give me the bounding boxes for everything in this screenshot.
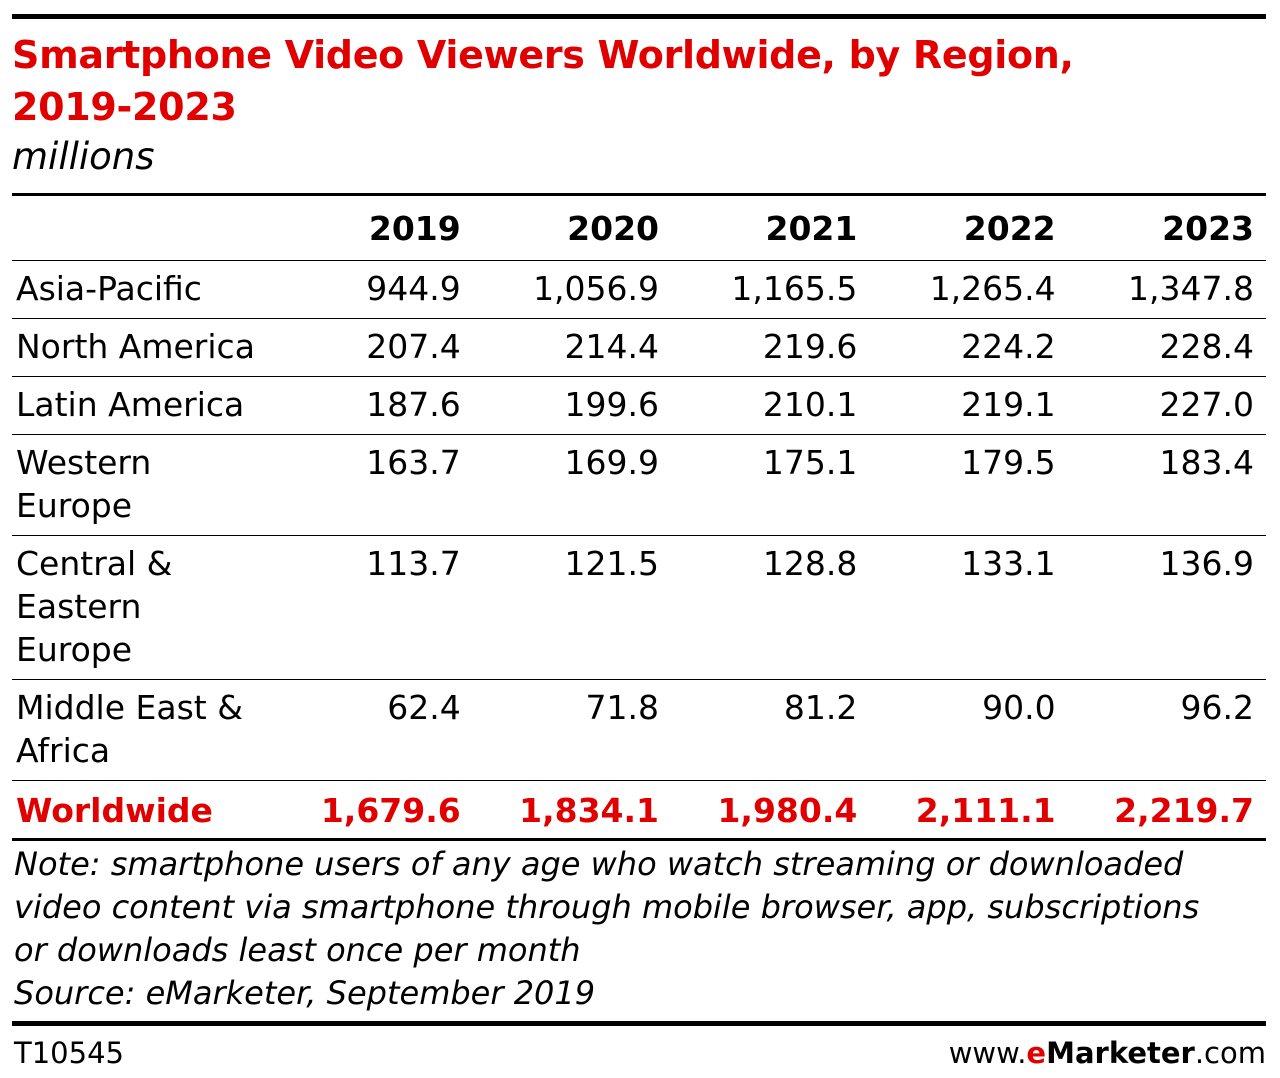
cell-value: 62.4 <box>274 679 473 781</box>
cell-value: 227.0 <box>1067 376 1266 435</box>
cell-value: 1,056.9 <box>472 260 672 319</box>
cell-value: 71.8 <box>472 679 672 781</box>
cell-value: 210.1 <box>671 376 870 435</box>
row-label-line: Middle East & <box>16 688 243 727</box>
brand-e: e <box>1026 1036 1047 1070</box>
row-label: Middle East & Africa <box>12 679 275 781</box>
row-label-line: Europe <box>16 486 133 525</box>
chart-frame: Smartphone Video Viewers Worldwide, by R… <box>12 14 1266 1078</box>
cell-value: 1,265.4 <box>869 260 1068 319</box>
total-row: Worldwide 1,679.6 1,834.1 1,980.4 2,111.1 2,2… <box>12 781 1266 839</box>
note-line: Note: smartphone users of any age who wa… <box>14 845 1184 883</box>
note-rule <box>12 838 1266 841</box>
table-row: Middle East & Africa 62.4 71.8 81.2 90.0 96.2 <box>12 679 1266 781</box>
row-label: Western Europe <box>12 434 275 536</box>
cell-value: 133.1 <box>869 535 1068 680</box>
cell-value: 175.1 <box>671 434 870 536</box>
total-value: 1,679.6 <box>320 791 461 830</box>
cell-value: 90.0 <box>869 679 1068 781</box>
row-label: Asia-Pacific <box>12 260 275 319</box>
table-body: 2019 2020 2021 2022 2023 Asia-Pacific 944.9 1,0… <box>12 196 1266 838</box>
brand-name: Marketer <box>1046 1036 1195 1070</box>
row-label: North America <box>12 318 275 377</box>
column-header-2019: 2019 <box>368 208 461 248</box>
row-label-line: Central & <box>16 544 173 583</box>
column-header-2023: 2023 <box>1162 208 1254 248</box>
chart-id: T10545 <box>14 1036 124 1070</box>
column-header-2020: 2020 <box>567 208 660 248</box>
note-line: or downloads least once per month <box>14 931 581 969</box>
total-value: 2,219.7 <box>1114 791 1254 830</box>
cell-value: 228.4 <box>1067 318 1266 377</box>
row-label-line: Western <box>16 443 152 482</box>
header-row: 2019 2020 2021 2022 2023 <box>12 196 1266 261</box>
chart-title: Smartphone Video Viewers Worldwide, by R… <box>12 29 1266 133</box>
title-line-1: Smartphone Video Viewers Worldwide, by R… <box>12 33 1074 77</box>
cell-value: 219.1 <box>869 376 1068 435</box>
cell-value: 199.6 <box>472 376 672 435</box>
table-row: North America 207.4 214.4 219.6 224.2 228.4 <box>12 318 1266 377</box>
cell-value: 81.2 <box>671 679 870 781</box>
bottom-rule <box>12 1021 1266 1026</box>
data-table: 2019 2020 2021 2022 2023 Asia-Pacific 944.9 1,0… <box>12 196 1266 838</box>
cell-value: 214.4 <box>472 318 672 377</box>
header-corner <box>12 196 274 261</box>
cell-value: 207.4 <box>274 318 473 377</box>
total-label: Worldwide <box>16 791 213 830</box>
cell-value: 163.7 <box>274 434 473 536</box>
cell-value: 128.8 <box>671 535 870 680</box>
brand-suffix: .com <box>1194 1036 1266 1070</box>
source-line: Source: eMarketer, September 2019 <box>14 974 596 1012</box>
row-label: Central & Eastern Europe <box>12 535 275 680</box>
header-rule <box>12 193 1266 196</box>
table-row: Central & Eastern Europe 113.7 121.5 128.8 13… <box>12 535 1266 680</box>
cell-value: 121.5 <box>472 535 672 680</box>
cell-value: 113.7 <box>274 535 473 680</box>
column-header-2022: 2022 <box>963 208 1056 248</box>
row-label-line: North America <box>16 327 255 366</box>
note-lines: Note: smartphone users of any age who wa… <box>14 843 1266 972</box>
row-label-line: Eastern Europe <box>16 587 142 669</box>
note-block: Note: smartphone users of any age who wa… <box>12 841 1266 1021</box>
brand-logo[interactable]: www.eMarketer.com <box>949 1036 1266 1070</box>
title-line-2: 2019-2023 <box>12 85 237 129</box>
cell-value: 1,165.5 <box>671 260 870 319</box>
cell-value: 183.4 <box>1067 434 1266 536</box>
total-value: 2,111.1 <box>915 791 1056 830</box>
cell-value: 224.2 <box>869 318 1068 377</box>
total-value: 1,834.1 <box>519 791 660 830</box>
note-line: video content via smartphone through mob… <box>14 888 1200 926</box>
cell-value: 179.5 <box>869 434 1068 536</box>
row-label-line: Africa <box>16 731 111 770</box>
cell-value: 1,347.8 <box>1067 260 1266 319</box>
cell-value: 136.9 <box>1067 535 1266 680</box>
cell-value: 187.6 <box>274 376 473 435</box>
cell-value: 96.2 <box>1067 679 1266 781</box>
row-label-line: Asia-Pacific <box>16 269 202 308</box>
footer: T10545 www.eMarketer.com <box>12 1026 1266 1078</box>
row-label-line: Latin America <box>16 385 245 424</box>
chart-subtitle: millions <box>12 135 155 178</box>
table-row: Latin America 187.6 199.6 210.1 219.1 227.0 <box>12 376 1266 435</box>
cell-value: 169.9 <box>472 434 672 536</box>
table-row: Asia-Pacific 944.9 1,056.9 1,165.5 1,265.4 1,… <box>12 260 1266 319</box>
cell-value: 944.9 <box>274 260 473 319</box>
cell-value: 219.6 <box>671 318 870 377</box>
table-row: Western Europe 163.7 169.9 175.1 179.5 183.4 <box>12 434 1266 536</box>
column-header-2021: 2021 <box>765 208 858 248</box>
row-label: Latin America <box>12 376 275 435</box>
top-rule <box>12 14 1266 19</box>
brand-prefix: www. <box>948 1036 1027 1070</box>
total-value: 1,980.4 <box>717 791 858 830</box>
